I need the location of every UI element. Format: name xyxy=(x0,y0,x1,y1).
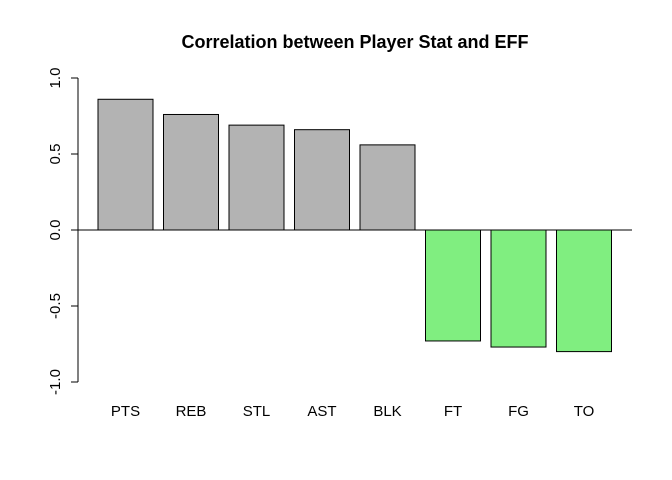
x-tick-label: FG xyxy=(508,403,529,420)
x-axis-labels: PTS REB STL AST BLK FT FG TO xyxy=(111,403,594,420)
y-axis: -1.0 -0.5 0.0 0.5 1.0 xyxy=(47,68,79,395)
bars xyxy=(78,98,632,353)
bar-fg xyxy=(490,229,547,348)
x-tick-label: REB xyxy=(176,403,207,420)
x-tick-label: AST xyxy=(307,403,336,420)
bar-stl xyxy=(228,124,285,231)
x-tick-label: STL xyxy=(243,403,271,420)
y-tick-label: 0.0 xyxy=(47,220,64,241)
bar-blk xyxy=(359,144,416,231)
bar-pts xyxy=(97,98,154,231)
bar-ast xyxy=(294,129,350,231)
x-tick-label: TO xyxy=(574,403,595,420)
y-tick-label: -1.0 xyxy=(47,369,64,395)
y-tick-label: -0.5 xyxy=(47,293,64,319)
bar-ft xyxy=(425,229,481,342)
bar-reb xyxy=(163,113,219,231)
chart-title: Correlation between Player Stat and EFF xyxy=(181,32,528,52)
y-tick-label: 0.5 xyxy=(47,144,64,165)
x-tick-label: FT xyxy=(444,403,462,420)
bar-to xyxy=(556,229,612,353)
x-tick-label: BLK xyxy=(373,403,401,420)
x-tick-label: PTS xyxy=(111,403,140,420)
y-tick-label: 1.0 xyxy=(47,68,64,89)
